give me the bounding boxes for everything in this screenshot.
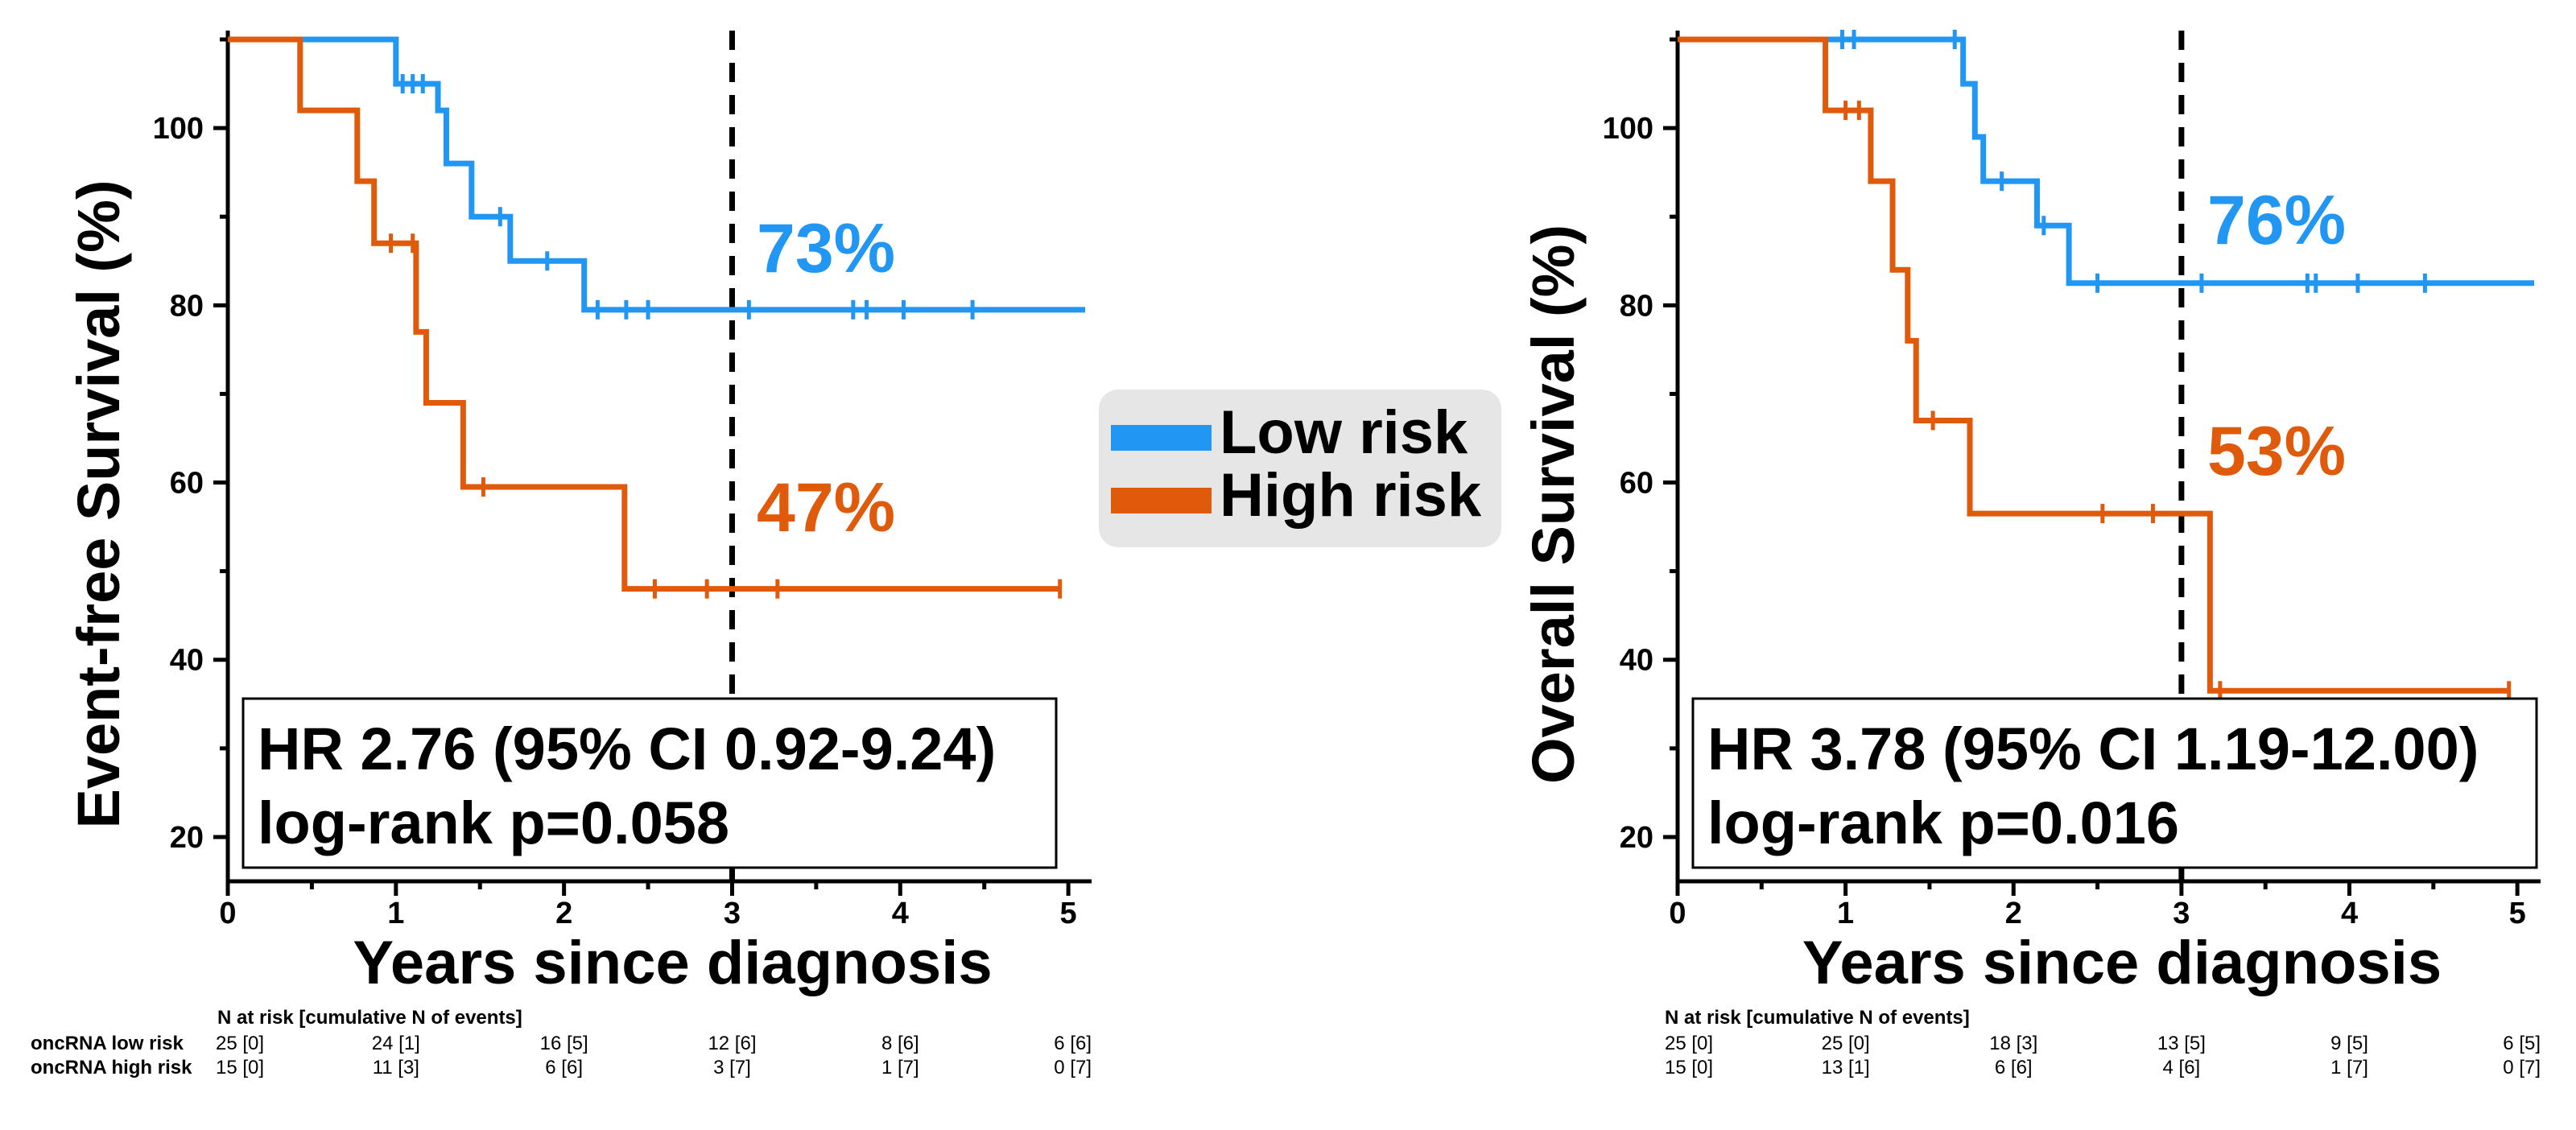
risk-table-cell: 6 [6]	[545, 1057, 583, 1078]
hazard-ratio-text: HR 2.76 (95% CI 0.92-9.24)	[258, 716, 996, 782]
log-rank-text: log-rank p=0.016	[1707, 790, 2179, 856]
legend-swatch-high-risk	[1111, 488, 1212, 513]
risk-table-cell: 25 [0]	[1665, 1033, 1713, 1054]
x-tick-label: 5	[1060, 897, 1077, 930]
high-risk-three-year-survival: 53%	[2207, 413, 2346, 490]
risk-table-cell: 16 [5]	[540, 1033, 588, 1054]
y-tick-label: 100	[153, 112, 204, 146]
x-axis-title: Years since diagnosis	[353, 929, 992, 997]
risk-table-cell: 9 [5]	[2330, 1033, 2368, 1054]
overall-survival-panel: 20 40 60 80 100 0 1 2 3 4 5 Overall Survival (%) Yea…	[1520, 30, 2541, 1078]
y-tick-label: 40	[170, 644, 204, 678]
low-risk-curve	[1678, 36, 2534, 287]
x-axis-title: Years since diagnosis	[1802, 929, 2442, 997]
y-tick-label: 80	[1620, 289, 1653, 323]
hazard-ratio-text: HR 3.78 (95% CI 1.19-12.00)	[1707, 716, 2479, 782]
legend-label-high-risk: High risk	[1220, 461, 1482, 530]
high-risk-three-year-survival: 47%	[757, 469, 895, 546]
x-tick-label: 4	[892, 897, 909, 930]
low-risk-three-year-survival: 73%	[757, 210, 895, 287]
risk-table-cell: 18 [3]	[1989, 1033, 2037, 1054]
y-axis-title: Event-free Survival (%)	[65, 179, 132, 828]
high-risk-curve	[228, 36, 1060, 592]
risk-table-cell: 1 [7]	[881, 1057, 919, 1078]
x-tick-label: 2	[2005, 897, 2022, 930]
x-tick-label: 1	[1837, 897, 1854, 930]
legend-label-low-risk: Low risk	[1220, 398, 1468, 467]
x-tick-label: 1	[387, 897, 404, 930]
risk-table-cell: 24 [1]	[372, 1033, 420, 1054]
y-tick-label: 100	[1603, 112, 1653, 146]
event-free-survival-panel: 20 40 60 80 100 0 1 2 3 4 5 Event-free Survival (%)…	[31, 31, 1092, 1078]
risk-table-cell: 15 [0]	[216, 1057, 264, 1078]
risk-table-cell: 6 [5]	[2503, 1033, 2541, 1054]
risk-table-cell: 3 [7]	[713, 1057, 751, 1078]
y-tick-label: 20	[170, 821, 204, 855]
y-axis-title: Overall Survival (%)	[1520, 225, 1587, 784]
risk-table-cell: 1 [7]	[2330, 1057, 2368, 1078]
log-rank-text: log-rank p=0.058	[258, 790, 729, 856]
risk-table-cell: 15 [0]	[1665, 1057, 1713, 1078]
y-tick-label: 20	[1620, 821, 1653, 855]
risk-table-cell: 25 [0]	[1822, 1033, 1870, 1054]
y-tick-label: 80	[170, 289, 204, 323]
risk-table-cell: 6 [6]	[1054, 1033, 1092, 1054]
x-tick-label: 0	[219, 897, 236, 930]
risk-table-title: N at risk [cumulative N of events]	[1665, 1007, 1970, 1029]
x-tick-label: 2	[555, 897, 572, 930]
risk-row-label: oncRNA low risk	[31, 1033, 184, 1054]
y-tick-label: 40	[1620, 644, 1653, 678]
stats-box	[1691, 697, 2538, 869]
risk-table-cell: 0 [7]	[1054, 1057, 1092, 1078]
risk-row-label: oncRNA high risk	[31, 1057, 192, 1078]
risk-table-cell: 0 [7]	[2503, 1057, 2541, 1078]
risk-table-cell: 25 [0]	[216, 1033, 264, 1054]
risk-table-cell: 11 [3]	[373, 1057, 419, 1078]
low-risk-three-year-survival: 76%	[2207, 182, 2346, 259]
legend: Low risk High risk	[1099, 390, 1501, 547]
stats-box	[242, 697, 1058, 869]
x-tick-label: 3	[724, 897, 741, 930]
y-tick-label: 60	[170, 467, 204, 501]
y-tick-label: 60	[1620, 467, 1653, 501]
risk-table-cell: 8 [6]	[881, 1033, 919, 1054]
risk-table-cell: 13 [1]	[1822, 1057, 1870, 1078]
risk-table-cell: 13 [5]	[2157, 1033, 2206, 1054]
risk-table-cell: 12 [6]	[708, 1033, 756, 1054]
x-tick-label: 5	[2509, 897, 2526, 930]
x-tick-label: 0	[1669, 897, 1686, 930]
risk-table-cell: 4 [6]	[2163, 1057, 2201, 1078]
risk-table-cell: 6 [6]	[1995, 1057, 2033, 1078]
x-tick-label: 4	[2341, 897, 2358, 930]
risk-table-title: N at risk [cumulative N of events]	[217, 1007, 522, 1029]
high-risk-curve	[1678, 36, 2509, 694]
x-tick-label: 3	[2173, 897, 2190, 930]
legend-swatch-low-risk	[1111, 425, 1212, 451]
